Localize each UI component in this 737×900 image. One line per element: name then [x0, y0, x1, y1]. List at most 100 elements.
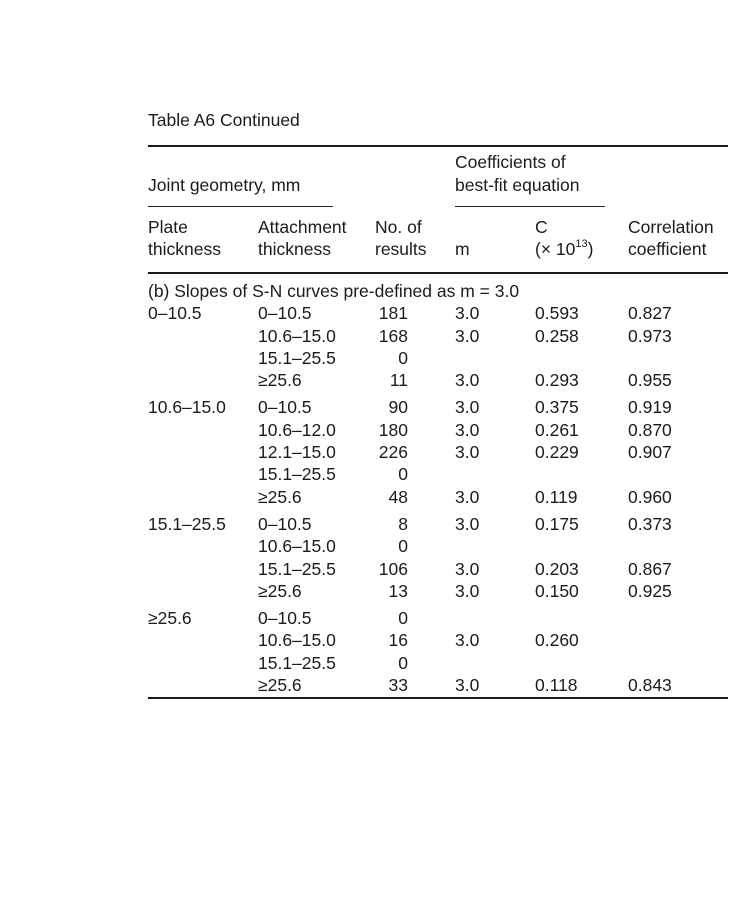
col-header-attachment-thickness: Attachment thickness	[258, 216, 370, 260]
table-bottom-rule	[148, 697, 728, 700]
cell-plate-thickness: ≥25.6	[148, 608, 192, 629]
table-row: ≥25.6 0–10.5 0	[148, 607, 728, 629]
section-label: (b) Slopes of S-N curves pre-defined as …	[148, 281, 520, 301]
cell-attachment-thickness: 15.1–25.5	[258, 347, 336, 368]
cell-correlation-coefficient: 0.373	[628, 513, 672, 534]
column-header-row: Plate thickness Attachment thickness No.…	[148, 207, 728, 272]
col-header-c: C (× 1013)	[535, 216, 628, 260]
cell-c	[535, 652, 628, 674]
cell-m: 3.0	[455, 325, 480, 346]
col-header-plate-line2: thickness	[148, 239, 221, 259]
table-mid-rule	[148, 272, 728, 274]
cell-num-results: 33	[388, 675, 408, 696]
cell-c	[535, 535, 628, 557]
table-row: 15.1–25.5 0	[148, 463, 728, 485]
col-header-attachment-line2: thickness	[258, 239, 331, 259]
table-row: 12.1–15.0 226 3.0 0.229 0.907	[148, 441, 728, 463]
col-header-correlation-line1: Correlation	[628, 217, 714, 237]
cell-plate-thickness	[148, 486, 258, 508]
cell-m: 3.0	[455, 419, 480, 440]
cell-m: 3.0	[455, 580, 480, 601]
cell-c: 0.260	[535, 630, 579, 651]
col-header-plate-line1: Plate	[148, 217, 188, 237]
cell-attachment-thickness: 10.6–15.0	[258, 630, 336, 651]
cell-attachment-thickness: ≥25.6	[258, 580, 302, 601]
cell-m: 3.0	[455, 513, 480, 534]
cell-num-results: 180	[378, 419, 408, 440]
cell-plate-thickness	[148, 674, 258, 696]
cell-c: 0.119	[535, 486, 578, 507]
col-header-c-label: C	[535, 217, 548, 237]
cell-attachment-thickness: 0–10.5	[258, 608, 312, 629]
cell-num-results: 11	[389, 370, 408, 391]
cell-num-results: 0	[398, 608, 408, 629]
cell-m: 3.0	[455, 303, 480, 324]
table-row: 10.6–15.0 0–10.5 90 3.0 0.375 0.919	[148, 396, 728, 418]
col-header-attachment-line1: Attachment	[258, 217, 347, 237]
cell-plate-thickness	[148, 463, 258, 485]
cell-correlation-coefficient: 0.870	[628, 419, 672, 440]
cell-m	[455, 607, 535, 629]
table-row: 10.6–15.0 16 3.0 0.260	[148, 629, 728, 651]
cell-correlation-coefficient: 0.843	[628, 675, 672, 696]
cell-plate-thickness	[148, 558, 258, 580]
cell-m: 3.0	[455, 370, 480, 391]
cell-c	[535, 607, 628, 629]
cell-c	[535, 347, 628, 369]
cell-correlation-coefficient: 0.867	[628, 558, 672, 579]
cell-correlation-coefficient	[628, 463, 728, 485]
cell-correlation-coefficient: 0.907	[628, 442, 672, 463]
col-header-m-label: m	[455, 239, 470, 259]
table-row: 10.6–12.0 180 3.0 0.261 0.870	[148, 419, 728, 441]
cell-num-results: 16	[388, 630, 408, 651]
col-header-c-multiplier: (× 1013)	[535, 238, 628, 260]
cell-plate-thickness	[148, 629, 258, 651]
cell-m: 3.0	[455, 558, 480, 579]
table-row: ≥25.6 11 3.0 0.293 0.955	[148, 369, 728, 391]
cell-c: 0.293	[535, 370, 579, 391]
cell-num-results: 168	[378, 325, 408, 346]
cell-correlation-coefficient	[628, 629, 728, 651]
joint-geometry-label: Joint geometry, mm	[148, 175, 301, 195]
cell-correlation-coefficient: 0.960	[628, 486, 672, 507]
cell-attachment-thickness: ≥25.6	[258, 370, 302, 391]
cell-m: 3.0	[455, 486, 480, 507]
cell-correlation-coefficient: 0.973	[628, 325, 672, 346]
table-row: 15.1–25.5 0	[148, 652, 728, 674]
cell-plate-thickness	[148, 325, 258, 347]
cell-m	[455, 347, 535, 369]
col-header-results-line1: No. of	[375, 217, 422, 237]
cell-attachment-thickness: 15.1–25.5	[258, 652, 336, 673]
cell-plate-thickness	[148, 441, 258, 463]
cell-correlation-coefficient: 0.955	[628, 370, 672, 391]
cell-m	[455, 463, 535, 485]
cell-attachment-thickness: 15.1–25.5	[258, 464, 336, 485]
c-multiplier-prefix: (× 10	[535, 239, 576, 259]
cell-attachment-thickness: 12.1–15.0	[258, 442, 336, 463]
cell-num-results: 8	[398, 513, 408, 534]
table-body: 0–10.5 0–10.5 181 3.0 0.593 0.827 10.6–15.0 168…	[148, 302, 728, 696]
col-header-m: m	[455, 238, 535, 260]
cell-c: 0.175	[535, 513, 579, 534]
cell-plate-thickness	[148, 419, 258, 441]
cell-m: 3.0	[455, 675, 480, 696]
cell-num-results: 0	[398, 464, 408, 485]
table-row: ≥25.6 48 3.0 0.119 0.960	[148, 486, 728, 508]
table-top-rule	[148, 145, 728, 147]
table-a6-block: Table A6 Continued Joint geometry, mm Co…	[148, 110, 728, 700]
cell-correlation-coefficient: 0.925	[628, 580, 672, 601]
cell-num-results: 90	[388, 397, 408, 418]
cell-c	[535, 463, 628, 485]
cell-num-results: 0	[398, 347, 408, 368]
cell-attachment-thickness: 0–10.5	[258, 513, 312, 534]
cell-c: 0.203	[535, 558, 579, 579]
col-header-num-results: No. of results	[370, 216, 455, 260]
c-multiplier-suffix: )	[587, 239, 594, 259]
coefficients-underline	[455, 206, 605, 207]
col-header-correlation-coefficient: Correlation coefficient	[628, 216, 728, 260]
cell-c: 0.258	[535, 325, 579, 346]
cell-num-results: 226	[378, 442, 408, 463]
cell-m	[455, 535, 535, 557]
table-title: Table A6 Continued	[148, 110, 300, 130]
